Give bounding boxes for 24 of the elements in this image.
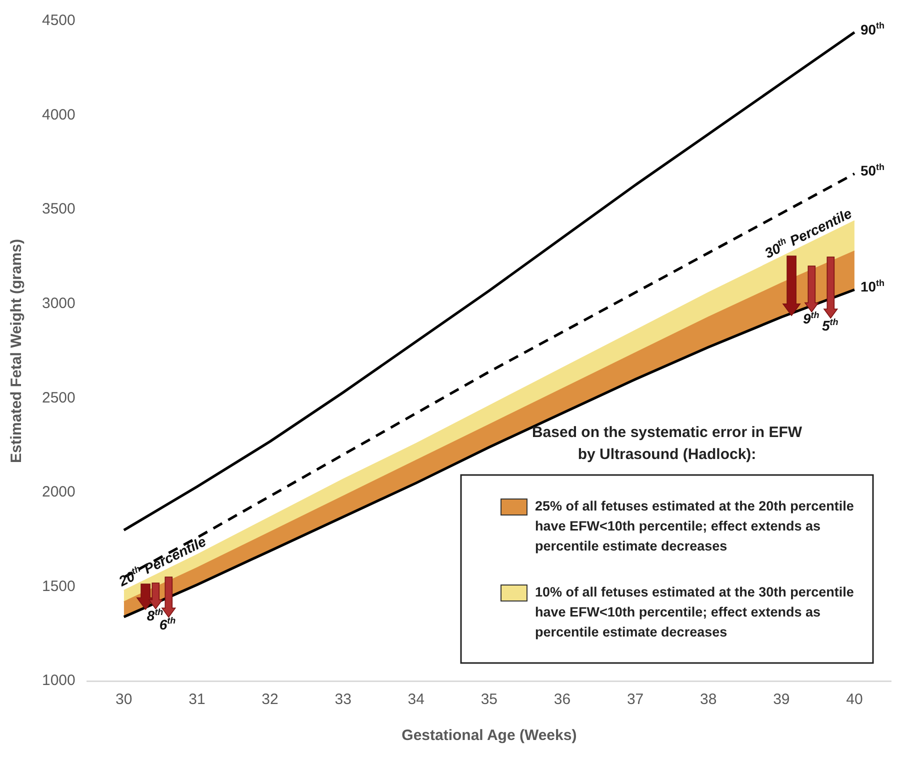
x-tick-label: 31 bbox=[188, 691, 206, 708]
x-tick-label: 36 bbox=[554, 691, 571, 708]
x-tick-label: 32 bbox=[262, 691, 278, 708]
x-axis-title: Gestational Age (Weeks) bbox=[402, 727, 577, 744]
x-tick-label: 37 bbox=[626, 691, 644, 708]
legend-title: Based on the systematic error in EFW by Ultrasound (Hadlock): bbox=[532, 424, 803, 463]
legend-label: 10% of all fetuses estimated at the 30th percentile have EFW<10th percentile; effect extends as percentile estimate decreases bbox=[535, 584, 854, 640]
y-tick-label: 4000 bbox=[42, 106, 76, 124]
y-tick-label: 2500 bbox=[42, 389, 76, 406]
y-tick-label: 4500 bbox=[42, 12, 76, 30]
y-axis-title: Estimated Fetal Weight (grams) bbox=[8, 239, 26, 463]
x-tick-label: 35 bbox=[480, 691, 498, 708]
legend-label: 25% of all fetuses estimated at the 20th percentile have EFW<10th percentile; effect extends as percentile estimate decreases bbox=[535, 498, 854, 554]
x-tick-label: 33 bbox=[334, 691, 352, 708]
x-tick-label: 40 bbox=[846, 691, 863, 708]
y-tick-label: 2000 bbox=[42, 484, 76, 501]
x-tick-label: 38 bbox=[700, 691, 717, 708]
y-tick-label: 3000 bbox=[42, 295, 76, 312]
y-tick-label: 1000 bbox=[42, 672, 76, 690]
x-tick-label: 39 bbox=[773, 691, 790, 708]
y-tick-label: 1500 bbox=[42, 578, 76, 595]
x-tick-label: 30 bbox=[116, 691, 132, 708]
y-tick-label: 3500 bbox=[42, 200, 76, 218]
x-tick-label: 34 bbox=[408, 691, 424, 708]
